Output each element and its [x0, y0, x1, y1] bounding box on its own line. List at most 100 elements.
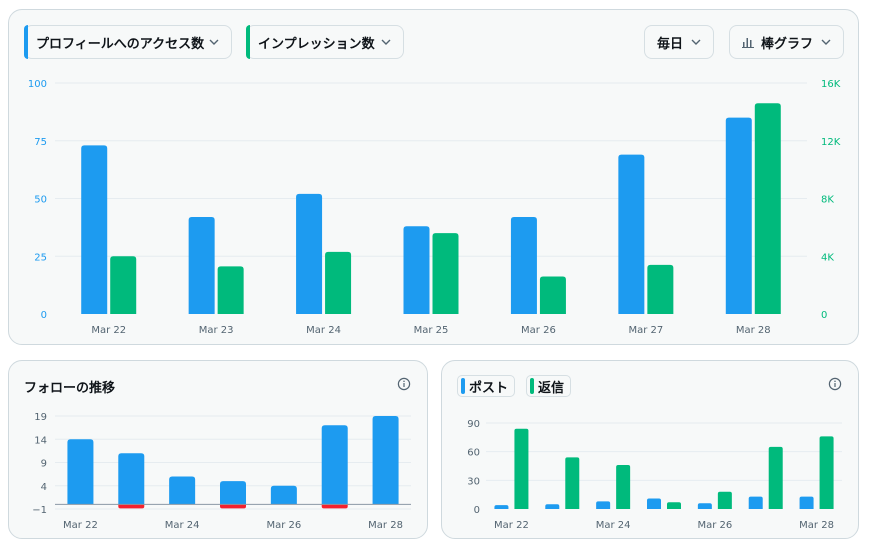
- bar-replies: [717, 491, 732, 509]
- legend-posts-label: ポスト: [469, 380, 509, 396]
- posts-bar-chart: 0 30 60 90 Mar 22 Mar 24 Mar 26 Mar 28: [467, 419, 842, 531]
- bar-follows: [169, 476, 196, 505]
- bar-profile-visits: [618, 154, 645, 314]
- bar-follows: [118, 453, 145, 505]
- metric1-label: プロフィールへのアクセス数: [36, 36, 205, 52]
- metric2-selector[interactable]: インプレッション数: [246, 25, 404, 59]
- x-tick-label: Mar 27: [628, 325, 663, 336]
- info-icon[interactable]: [828, 377, 842, 391]
- bar-replies: [667, 502, 681, 509]
- y-tick-label: 30: [467, 476, 480, 487]
- x-tick-label: Mar 24: [596, 520, 631, 531]
- legend-replies[interactable]: 返信: [526, 375, 572, 397]
- y-right-tick-label: 16K: [821, 79, 841, 90]
- x-tick-label: Mar 28: [736, 325, 771, 336]
- bar-replies: [514, 428, 529, 509]
- x-tick-label: Mar 26: [521, 325, 556, 336]
- metric2-color-swatch: [246, 25, 250, 59]
- bar-impressions: [754, 103, 781, 315]
- bar-impressions: [647, 264, 674, 314]
- y-tick-label: 4: [41, 482, 47, 493]
- bar-impressions: [110, 256, 137, 314]
- main-bar-chart: 0 25 50 75 100 0 4K 8K 12K 16K Mar 22 Mar 23 Mar 24 M…: [28, 79, 841, 336]
- y-tick-label: 60: [467, 448, 480, 459]
- bar-posts: [596, 501, 611, 509]
- bar-posts: [494, 505, 509, 509]
- bar-unfollows: [321, 504, 348, 509]
- y-tick-label: 9: [41, 459, 47, 470]
- y-tick-label: 90: [467, 419, 480, 430]
- chevron-down-icon: [821, 39, 831, 45]
- bar-profile-visits: [81, 145, 108, 314]
- x-tick-label: Mar 28: [799, 520, 834, 531]
- y-left-tick-label: 100: [28, 79, 47, 90]
- bar-unfollows: [220, 504, 246, 509]
- bar-posts: [799, 496, 814, 509]
- chevron-down-icon: [381, 39, 391, 45]
- bar-impressions: [432, 233, 459, 314]
- period-label: 毎日: [657, 36, 684, 52]
- x-tick-label: Mar 28: [368, 520, 403, 531]
- x-tick-label: Mar 23: [199, 325, 234, 336]
- bar-follows: [67, 439, 94, 505]
- metric2-label: インプレッション数: [258, 36, 375, 52]
- x-tick-label: Mar 22: [91, 325, 126, 336]
- replies-color-swatch: [530, 378, 534, 394]
- follow-card-title: フォローの推移: [24, 381, 116, 396]
- chevron-down-icon: [691, 39, 701, 45]
- profile-visits-impressions-card: プロフィールへのアクセス数 インプレッション数 毎日 棒グラフ 0 25 50 75 1…: [8, 9, 859, 345]
- x-tick-label: Mar 24: [306, 325, 341, 336]
- bar-replies: [819, 436, 834, 509]
- bar-replies: [565, 457, 580, 509]
- y-tick-label: −1: [32, 505, 47, 516]
- x-tick-label: Mar 24: [165, 520, 200, 531]
- y-right-tick-label: 8K: [821, 195, 834, 206]
- bar-unfollows: [118, 504, 145, 509]
- x-tick-label: Mar 22: [494, 520, 529, 531]
- bar-profile-visits: [510, 216, 537, 314]
- legend-posts[interactable]: ポスト: [457, 375, 516, 397]
- bar-chart-icon: [742, 38, 754, 48]
- bar-follows: [220, 481, 246, 505]
- bar-impressions: [325, 251, 352, 314]
- bar-follows: [372, 416, 399, 505]
- posts-replies-card: ポスト 返信 0 30 60 90 Mar 22 Mar 24 Mar 26 Mar 28: [441, 360, 859, 539]
- bar-replies: [616, 465, 631, 509]
- bar-posts: [647, 498, 661, 509]
- bar-posts: [697, 503, 712, 509]
- y-tick-label: 0: [474, 505, 480, 516]
- bar-profile-visits: [725, 117, 752, 315]
- bar-posts: [748, 496, 763, 509]
- bar-follows: [321, 425, 348, 505]
- posts-color-swatch: [461, 378, 465, 394]
- y-left-tick-label: 50: [34, 195, 47, 206]
- legend-replies-label: 返信: [538, 380, 565, 396]
- period-selector[interactable]: 毎日: [644, 25, 714, 59]
- y-tick-label: 19: [34, 412, 47, 423]
- bar-profile-visits: [188, 216, 215, 314]
- y-left-tick-label: 0: [41, 310, 47, 321]
- metric1-color-swatch: [24, 25, 28, 59]
- bar-follows: [270, 485, 297, 505]
- y-right-tick-label: 12K: [821, 137, 841, 148]
- y-right-tick-label: 0: [821, 310, 827, 321]
- follow-bar-chart: −1 4 9 14 19 Mar 22 Mar 24 Mar 26 Mar 28: [32, 412, 411, 531]
- bar-posts: [545, 504, 560, 509]
- x-tick-label: Mar 25: [414, 325, 449, 336]
- follow-trend-card: フォローの推移 −1 4 9 14 19 Mar 22 Mar 24 Mar 26 Mar 28: [8, 360, 428, 539]
- x-tick-label: Mar 22: [63, 520, 98, 531]
- chevron-down-icon: [209, 39, 219, 45]
- bar-impressions: [217, 266, 244, 314]
- chart-type-selector[interactable]: 棒グラフ: [729, 25, 844, 59]
- y-left-tick-label: 25: [34, 252, 47, 263]
- bar-impressions: [539, 276, 566, 314]
- chart-type-label: 棒グラフ: [761, 36, 814, 52]
- y-tick-label: 14: [34, 435, 47, 446]
- metric1-selector[interactable]: プロフィールへのアクセス数: [24, 25, 232, 59]
- y-left-tick-label: 75: [34, 137, 47, 148]
- x-tick-label: Mar 26: [697, 520, 732, 531]
- info-icon[interactable]: [397, 377, 411, 391]
- bar-replies: [768, 446, 783, 509]
- bar-profile-visits: [296, 193, 323, 314]
- bar-profile-visits: [403, 226, 430, 314]
